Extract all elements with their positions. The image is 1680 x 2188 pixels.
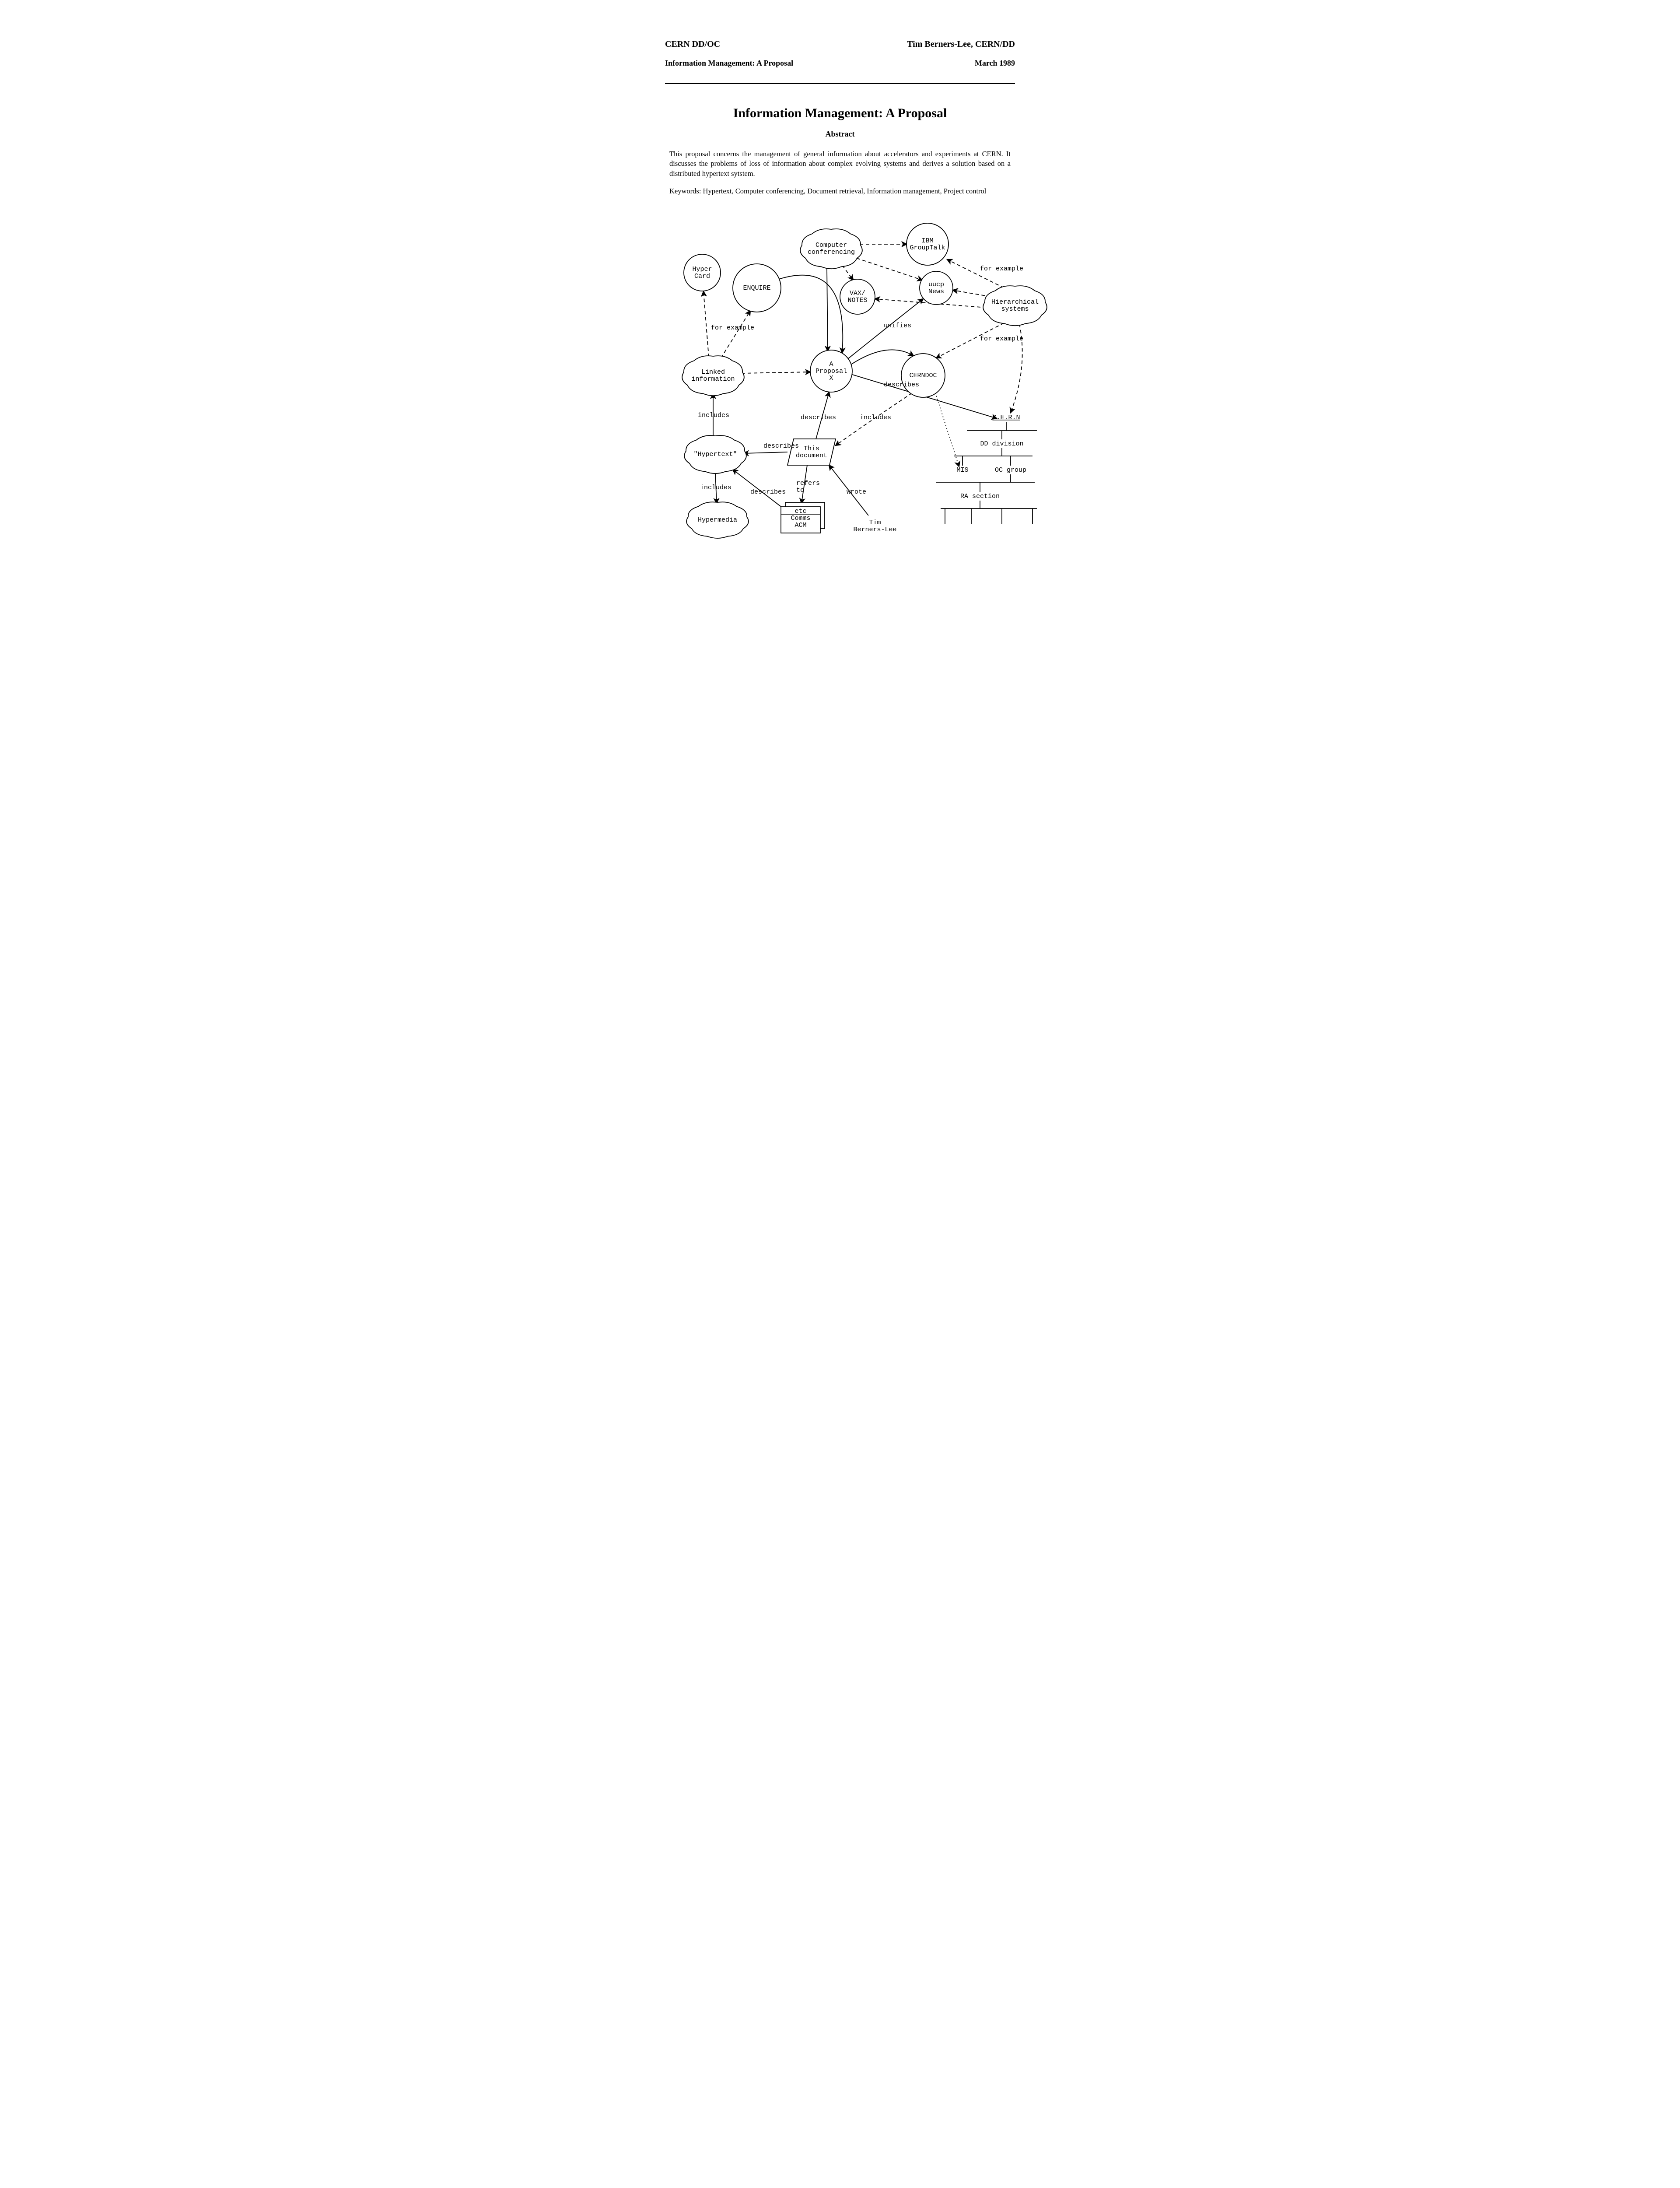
svg-text:ENQUIRE: ENQUIRE: [743, 284, 770, 292]
edge-label: includes: [698, 412, 729, 419]
edge-label: for example: [980, 265, 1023, 273]
abstract-text: This proposal concerns the management of…: [669, 149, 1011, 179]
diagram-node-compconf: Computerconferencing: [800, 229, 862, 269]
header-rule: [665, 83, 1015, 84]
header-org: CERN DD/OC: [665, 39, 720, 49]
document-title: Information Management: A Proposal: [665, 106, 1015, 121]
diagram-edge: [935, 393, 959, 466]
edge-label: for example: [711, 324, 754, 332]
edge-label: unifies: [884, 322, 911, 330]
edge-label: includes: [860, 414, 891, 421]
diagram-edge: [857, 258, 922, 280]
network-diagram: HyperCard ENQUIRE Computerconferencing IBMG…: [665, 209, 1050, 546]
svg-text:DD division: DD division: [980, 440, 1023, 448]
edge-label: describes: [801, 414, 836, 421]
document-header: CERN DD/OC Information Management: A Pro…: [665, 39, 1015, 79]
diagram-node-commsacm: etcCommsACM: [781, 502, 825, 533]
diagram-edge: [842, 265, 853, 280]
diagram-edge: [744, 452, 788, 453]
keywords-text: Keywords: Hypertext, Computer conferenci…: [669, 186, 1011, 196]
diagram-node-cerndoc: CERNDOC: [901, 354, 945, 397]
diagram-node-uucpnews: uucpNews: [920, 271, 953, 305]
edge-label: describes: [750, 488, 786, 496]
svg-text:C.E.R.N: C.E.R.N: [992, 414, 1020, 421]
edge-label: describes: [884, 381, 919, 389]
diagram-container: HyperCard ENQUIRE Computerconferencing IBMG…: [665, 209, 1015, 548]
svg-text:HyperCard: HyperCard: [692, 266, 712, 280]
abstract-label: Abstract: [665, 130, 1015, 139]
svg-text:Hypermedia: Hypermedia: [698, 516, 737, 524]
diagram-node-hypertext: "Hypertext": [684, 435, 746, 473]
diagram-edge: [947, 259, 1004, 288]
diagram-node-proposal: AProposalX: [810, 350, 852, 392]
document-page: CERN DD/OC Information Management: A Pro…: [630, 0, 1050, 566]
diagram-edge: [851, 350, 914, 365]
diagram-edge: [953, 290, 991, 297]
svg-text:TimBerners-Lee: TimBerners-Lee: [853, 519, 896, 533]
diagram-edge: [827, 267, 828, 351]
diagram-node-hypercard: HyperCard: [684, 254, 721, 291]
edge-label: for example: [980, 335, 1023, 343]
diagram-edge: [779, 275, 843, 353]
svg-text:CERNDOC: CERNDOC: [909, 372, 937, 379]
header-subtitle: Information Management: A Proposal: [665, 59, 793, 68]
edge-label: includes: [700, 484, 732, 491]
diagram-edge: [721, 311, 750, 358]
svg-text:VAX/NOTES: VAX/NOTES: [847, 290, 867, 304]
diagram-edge: [704, 291, 709, 357]
diagram-node-enquire: ENQUIRE: [733, 264, 781, 312]
header-date: March 1989: [975, 59, 1015, 68]
org-node-mis: MIS: [956, 466, 968, 474]
diagram-node-hiersys: Hierarchicalsystems: [983, 286, 1047, 326]
edge-label: describes: [763, 442, 799, 450]
header-author: Tim Berners-Lee, CERN/DD: [907, 39, 1015, 49]
diagram-node-ibmgroup: IBMGroupTalk: [906, 223, 948, 265]
edge-label: wrote: [847, 488, 866, 496]
diagram-node-hypermedia: Hypermedia: [686, 502, 749, 538]
org-node-oc-group: OC group: [995, 466, 1026, 474]
edge-label: refersto: [796, 480, 820, 494]
diagram-edge: [742, 372, 810, 373]
diagram-node-tbl: TimBerners-Lee: [853, 519, 896, 533]
diagram-node-linkedinfo: Linkedinformation: [682, 356, 744, 396]
svg-text:uucpNews: uucpNews: [928, 281, 944, 295]
diagram-node-vaxnotes: VAX/NOTES: [840, 279, 875, 314]
svg-text:RA section: RA section: [960, 493, 1000, 500]
svg-text:"Hypertext": "Hypertext": [693, 451, 737, 458]
